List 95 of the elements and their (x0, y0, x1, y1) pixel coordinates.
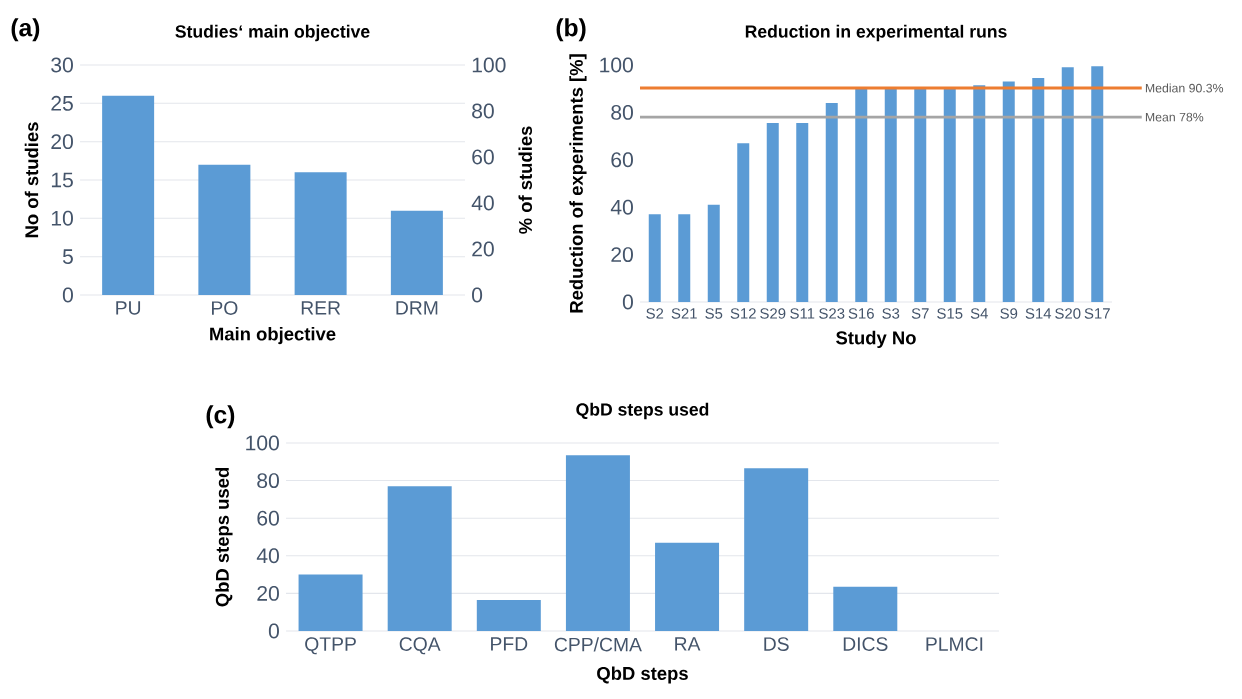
x-tick-label: PO (212, 301, 238, 315)
x-tick-label: S16 (848, 308, 874, 319)
bar (476, 599, 541, 631)
x-axis-title: QbD steps (597, 666, 688, 684)
bar (648, 214, 661, 302)
y-axis-title: No of studies (24, 122, 39, 238)
x-tick-label: S20 (1055, 308, 1081, 319)
x-tick-label: DRM (396, 301, 438, 315)
bar (707, 204, 720, 302)
bar (766, 123, 779, 302)
y2-tick-label: 0 (472, 287, 483, 303)
x-tick-label: S3 (882, 308, 900, 319)
x-tick-label: S12 (730, 308, 756, 319)
x-tick-label: PFD (491, 637, 528, 651)
y-tick-label: 80 (611, 104, 633, 120)
bar (796, 123, 809, 302)
bar (655, 542, 720, 631)
x-tick-label: S2 (646, 308, 664, 319)
x-tick-label: CQA (399, 637, 441, 655)
y-tick-label: 60 (257, 510, 279, 526)
y2-tick-label: 60 (472, 149, 494, 165)
bar (1091, 66, 1104, 302)
bar (825, 102, 838, 302)
bar (198, 164, 251, 295)
x-axis-title: Main objective (210, 326, 336, 345)
x-tick-label: DS (764, 637, 789, 651)
x-tick-label: S7 (911, 308, 929, 319)
y-tick-label: 20 (51, 134, 73, 150)
y-tick-label: 10 (51, 210, 73, 226)
bar (1002, 81, 1015, 302)
x-tick-label: S9 (1000, 308, 1018, 319)
x-tick-label: PU (116, 301, 141, 315)
x-axis-title: Study No (836, 330, 916, 349)
y-tick-label: 0 (268, 623, 279, 639)
x-tick-label: S21 (671, 308, 697, 319)
bar (387, 486, 452, 631)
chart-title: Studies‘ main objective (175, 24, 370, 42)
x-tick-label: RA (675, 637, 701, 651)
x-tick-label: PLMCI (926, 637, 983, 651)
x-tick-label: RER (301, 301, 341, 315)
bar (833, 586, 898, 631)
x-tick-label: S11 (790, 308, 815, 319)
y2-tick-label: 20 (472, 241, 494, 257)
y-tick-label: 0 (62, 287, 73, 303)
text: (c) (206, 405, 235, 429)
bar (102, 95, 155, 295)
y-tick-label: 25 (51, 95, 73, 111)
ref-line-label: Median 90.3% (1145, 83, 1224, 93)
y-tick-label: 20 (611, 247, 633, 263)
chart-title: QbD steps used (576, 402, 709, 420)
bar (390, 210, 443, 295)
x-tick-label: S15 (937, 308, 963, 319)
x-tick-label: S17 (1084, 308, 1110, 319)
text: (a) (11, 18, 40, 42)
y-tick-label: 15 (51, 172, 73, 188)
y-tick-label: 5 (62, 249, 73, 264)
y-tick-label: 40 (610, 199, 633, 215)
ref-line-label: Mean 78% (1145, 112, 1204, 122)
y-axis-title: QbD steps used (215, 467, 233, 607)
x-tick-label: QTPP (305, 637, 356, 655)
bar (1032, 78, 1045, 302)
y-tick-label: 80 (257, 473, 279, 489)
bar (1061, 67, 1074, 302)
bar (973, 85, 986, 302)
y2-tick-label: 80 (472, 103, 494, 119)
bar (943, 88, 956, 302)
y-tick-label: 0 (622, 294, 633, 310)
y-tick-label: 20 (257, 585, 279, 601)
y2-tick-label: 40 (471, 195, 494, 211)
x-tick-label: S5 (705, 308, 723, 319)
bar (914, 88, 927, 302)
x-tick-label: CPP/CMA (554, 637, 642, 652)
y-tick-label: 100 (246, 435, 279, 451)
x-tick-label: S29 (760, 308, 786, 319)
bar (737, 143, 750, 302)
bar (884, 88, 897, 302)
y-tick-label: 40 (256, 548, 279, 564)
x-tick-label: S4 (970, 308, 988, 319)
x-tick-label: S23 (819, 308, 845, 319)
y-axis-title: Reduction of experiments [%] (569, 54, 587, 313)
chart-title: Reduction in experimental runs (745, 24, 1007, 42)
text: (b) (556, 18, 586, 42)
y2-axis-title: % of studies (518, 126, 533, 234)
bar (678, 214, 691, 302)
bar (298, 574, 363, 631)
y-tick-label: 60 (611, 152, 633, 168)
y-tick-label: 30 (51, 57, 73, 73)
bar (855, 88, 868, 302)
x-tick-label: S14 (1025, 308, 1052, 319)
y-tick-label: 100 (600, 57, 633, 73)
bar (565, 455, 630, 631)
x-tick-label: DICS (843, 637, 888, 651)
bar (744, 468, 809, 631)
bar (294, 172, 347, 295)
y2-tick-label: 100 (472, 57, 506, 73)
